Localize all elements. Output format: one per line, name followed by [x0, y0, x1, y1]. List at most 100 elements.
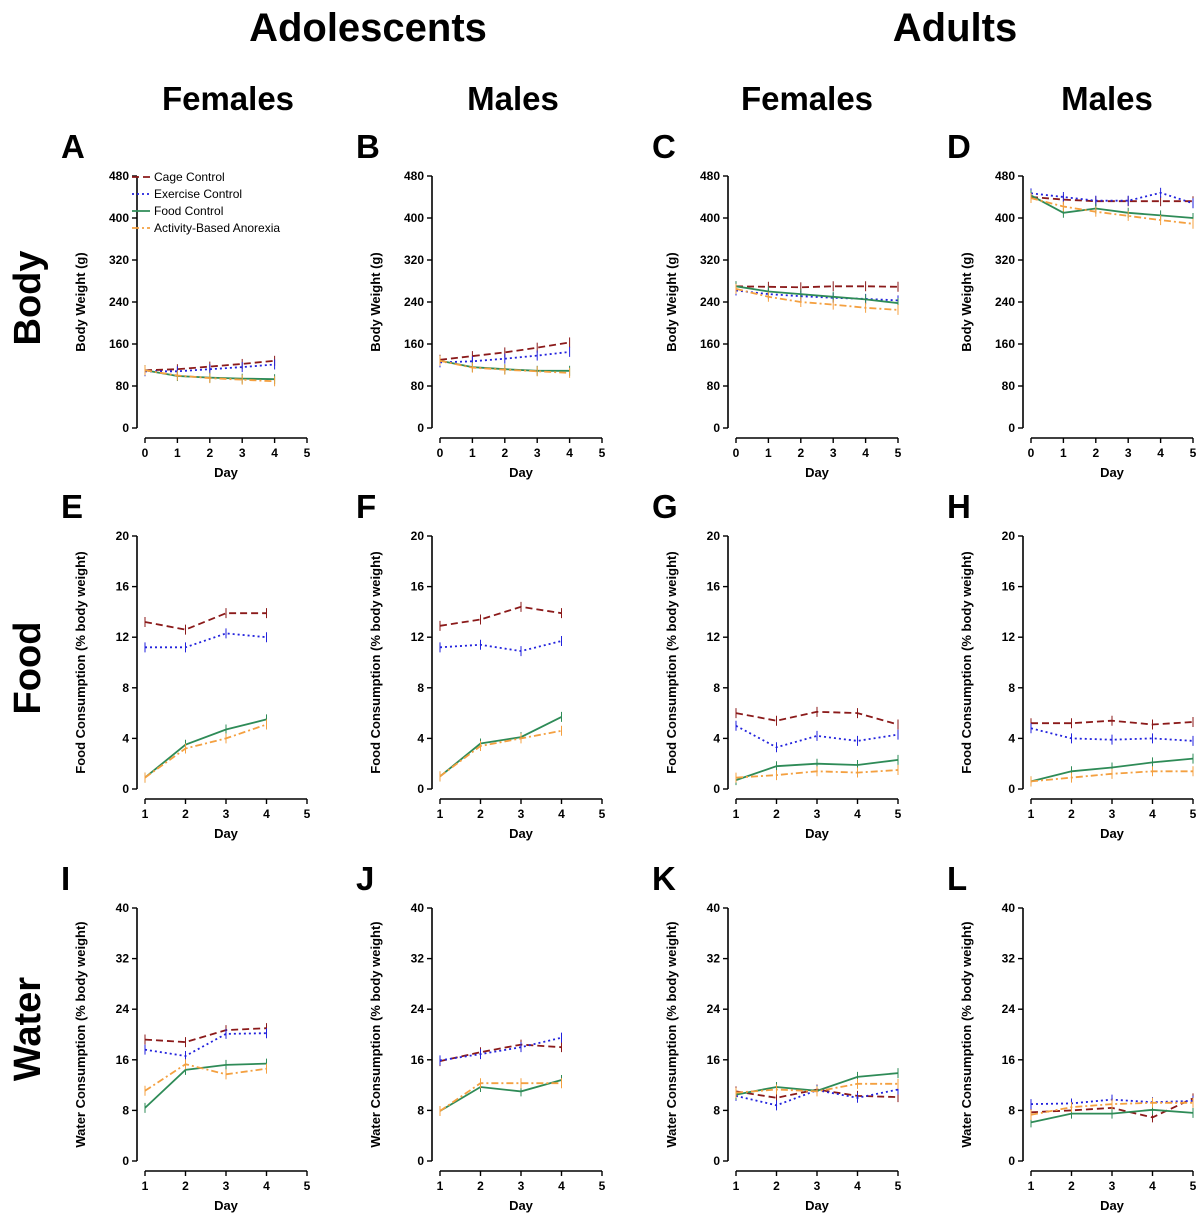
x-tick-label: 4 — [263, 807, 270, 821]
x-tick-label: 5 — [304, 807, 311, 821]
x-tick-label: 2 — [1068, 807, 1075, 821]
x-tick-label: 1 — [142, 1179, 149, 1193]
y-tick-label: 0 — [1008, 1154, 1015, 1168]
y-tick-label: 480 — [700, 169, 720, 183]
x-tick-label: 5 — [895, 446, 902, 460]
y-tick-label: 16 — [707, 580, 721, 594]
series-line-food-control — [144, 1062, 267, 1109]
series-line-food-control — [439, 716, 562, 778]
x-tick-label: 2 — [477, 807, 484, 821]
y-tick-label: 400 — [995, 211, 1015, 225]
y-tick-label: 160 — [995, 337, 1015, 351]
panel-letter-L: L — [947, 860, 967, 897]
column-header-adult-males: Males — [1061, 80, 1153, 117]
y-tick-label: 240 — [404, 295, 424, 309]
legend-entry-label: Cage Control — [154, 170, 225, 184]
y-tick-label: 32 — [707, 952, 721, 966]
y-tick-label: 16 — [116, 1053, 130, 1067]
y-tick-label: 12 — [707, 630, 721, 644]
y-tick-label: 8 — [713, 1103, 720, 1117]
series-line-cage-control — [735, 285, 899, 289]
series-line-food-control — [735, 285, 899, 304]
x-tick-label: 0 — [1028, 446, 1035, 460]
x-tick-label: 5 — [1190, 807, 1197, 821]
y-tick-label: 0 — [417, 1154, 424, 1168]
y-tick-label: 24 — [1002, 1002, 1016, 1016]
x-axis-label: Day — [805, 826, 830, 841]
y-tick-label: 32 — [1002, 952, 1016, 966]
x-tick-label: 4 — [558, 1179, 565, 1193]
y-tick-label: 8 — [122, 681, 129, 695]
column-header-adolescent-males: Males — [467, 80, 559, 117]
series-line-activity-based-anorexia — [735, 288, 899, 311]
y-tick-label: 0 — [417, 421, 424, 435]
panel-letter-K: K — [652, 860, 676, 897]
x-tick-label: 4 — [854, 1179, 861, 1193]
y-tick-label: 16 — [411, 580, 425, 594]
x-tick-label: 2 — [1068, 1179, 1075, 1193]
y-tick-label: 160 — [700, 337, 720, 351]
panel-letter-B: B — [356, 128, 380, 165]
y-tick-label: 0 — [713, 782, 720, 796]
series-line-cage-control — [439, 1043, 562, 1062]
series-line-exercise-control — [735, 725, 899, 749]
x-tick-label: 4 — [566, 446, 573, 460]
x-tick-label: 1 — [733, 807, 740, 821]
x-tick-label: 2 — [182, 807, 189, 821]
y-tick-label: 8 — [417, 681, 424, 695]
x-tick-label: 1 — [174, 446, 181, 460]
series-line-activity-based-anorexia — [144, 1063, 267, 1092]
x-tick-label: 5 — [599, 446, 606, 460]
x-tick-label: 5 — [1190, 1179, 1197, 1193]
x-tick-label: 1 — [1060, 446, 1067, 460]
x-tick-label: 5 — [304, 1179, 311, 1193]
y-tick-label: 4 — [417, 731, 424, 745]
y-tick-label: 480 — [995, 169, 1015, 183]
column-header-adolescent-females: Females — [161, 80, 295, 117]
series-line-exercise-control — [439, 1036, 562, 1062]
x-axis-label: Day — [1100, 826, 1125, 841]
x-tick-label: 3 — [223, 807, 230, 821]
group-header-adolescents: Adolescents — [249, 6, 487, 50]
y-tick-label: 20 — [116, 529, 130, 543]
series-line-exercise-control — [1030, 727, 1194, 742]
series-line-activity-based-anorexia — [439, 729, 562, 778]
panel-letter-A: A — [61, 128, 85, 165]
x-tick-label: 5 — [895, 807, 902, 821]
x-tick-label: 3 — [1125, 446, 1132, 460]
panel-letter-G: G — [652, 488, 678, 525]
y-tick-label: 12 — [411, 630, 425, 644]
y-tick-label: 8 — [122, 1103, 129, 1117]
panel-C: C 0 80 160 240 320 400 480 0 1 2 3 4 5 Day Body Weight … — [652, 128, 902, 480]
y-tick-label: 80 — [116, 379, 130, 393]
y-axis-label: Body Weight (g) — [664, 252, 679, 351]
x-tick-label: 1 — [437, 1179, 444, 1193]
y-tick-label: 80 — [411, 379, 425, 393]
y-axis-label: Body Weight (g) — [368, 252, 383, 351]
panel-I: I 0 8 16 24 32 40 1 2 3 4 5 Day Water Consumption (% … — [61, 860, 311, 1213]
y-tick-label: 16 — [411, 1053, 425, 1067]
y-tick-label: 80 — [1002, 379, 1016, 393]
y-tick-label: 12 — [116, 630, 130, 644]
x-axis-label: Day — [805, 1198, 830, 1213]
x-tick-label: 0 — [142, 446, 149, 460]
x-tick-label: 4 — [558, 807, 565, 821]
series-line-activity-based-anorexia — [439, 1082, 562, 1112]
y-tick-label: 400 — [700, 211, 720, 225]
x-axis-label: Day — [214, 826, 239, 841]
y-tick-label: 12 — [1002, 630, 1016, 644]
x-axis-label: Day — [805, 465, 830, 480]
legend-entry-label: Food Control — [154, 204, 223, 218]
x-axis-label: Day — [509, 826, 534, 841]
series-line-cage-control — [144, 1027, 267, 1044]
series-line-food-control — [439, 1079, 562, 1112]
x-tick-label: 2 — [182, 1179, 189, 1193]
y-axis-label: Water Consumption (% body weight) — [368, 921, 383, 1147]
y-tick-label: 240 — [995, 295, 1015, 309]
y-axis-label: Body Weight (g) — [959, 252, 974, 351]
y-axis-label: Food Consumption (% body weight) — [368, 551, 383, 773]
x-tick-label: 2 — [773, 807, 780, 821]
y-tick-label: 4 — [713, 731, 720, 745]
